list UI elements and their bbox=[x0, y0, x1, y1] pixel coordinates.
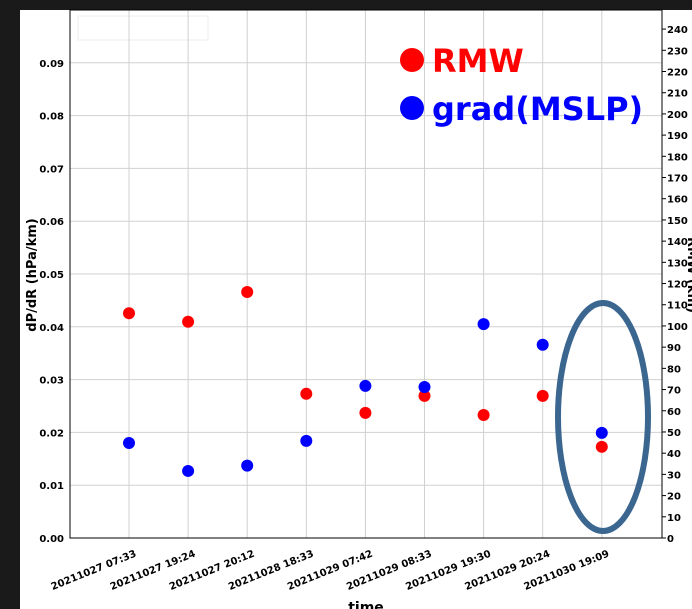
y2-tick-label: 210 bbox=[667, 89, 688, 100]
y2-tick-label: 80 bbox=[667, 364, 681, 375]
y2-tick-label: 190 bbox=[667, 131, 688, 142]
y-tick-label: 0.07 bbox=[39, 164, 64, 175]
point bbox=[182, 315, 195, 328]
legend-marker bbox=[400, 48, 424, 72]
y2-axis-label: RMW (km) bbox=[684, 237, 692, 313]
point bbox=[359, 406, 372, 419]
highlight-ellipse bbox=[555, 300, 651, 534]
x-axis-label: time bbox=[348, 600, 384, 609]
point bbox=[477, 318, 490, 331]
y2-tick-label: 220 bbox=[667, 67, 688, 78]
y2-tick-label: 160 bbox=[667, 195, 688, 206]
y2-tick-label: 230 bbox=[667, 46, 688, 57]
legend-frame bbox=[77, 15, 209, 41]
y2-tick-label: 120 bbox=[667, 280, 688, 291]
point bbox=[300, 434, 313, 447]
y2-tick-label: 20 bbox=[667, 492, 681, 503]
y2-tick-label: 150 bbox=[667, 216, 688, 227]
point bbox=[123, 307, 135, 320]
y2-tick-label: 10 bbox=[667, 513, 681, 524]
legend-marker bbox=[400, 96, 424, 120]
y2-tick-label: 60 bbox=[667, 407, 681, 418]
point bbox=[418, 380, 431, 393]
y-tick-label: 0.00 bbox=[39, 534, 64, 545]
y2-tick-label: 240 bbox=[667, 25, 688, 36]
point bbox=[123, 436, 135, 449]
y2-tick-label: 90 bbox=[667, 343, 681, 354]
y-tick-label: 0.05 bbox=[39, 270, 64, 281]
y-tick-label: 0.01 bbox=[39, 481, 64, 492]
point bbox=[477, 409, 490, 422]
y2-tick-label: 50 bbox=[667, 428, 681, 439]
y2-tick-label: 180 bbox=[667, 152, 688, 163]
y2-tick-label: 200 bbox=[667, 110, 688, 121]
y-tick-label: 0.04 bbox=[39, 323, 64, 334]
y2-tick-label: 100 bbox=[667, 322, 688, 333]
y2-tick-label: 70 bbox=[667, 386, 681, 397]
y2-tick-label: 170 bbox=[667, 174, 688, 185]
plot-frame bbox=[69, 9, 663, 539]
y-tick-label: 0.09 bbox=[39, 59, 64, 70]
y2-tick-label: 110 bbox=[667, 301, 688, 312]
point bbox=[536, 338, 549, 351]
y2-tick-label: 140 bbox=[667, 237, 688, 248]
y-tick-label: 0.02 bbox=[39, 428, 64, 439]
y2-tick-label: 40 bbox=[667, 449, 681, 460]
y2-tick-label: 30 bbox=[667, 470, 681, 481]
point bbox=[595, 426, 608, 439]
legend-label: grad(MSLP) bbox=[432, 90, 643, 128]
y-axis-label: dP/dR (hPa/km) bbox=[25, 218, 40, 331]
y-tick-label: 0.08 bbox=[39, 112, 64, 123]
point bbox=[300, 387, 313, 400]
point bbox=[536, 389, 549, 402]
point bbox=[241, 286, 254, 299]
point bbox=[418, 389, 431, 402]
point bbox=[182, 464, 195, 477]
y-tick-label: 0.06 bbox=[39, 217, 64, 228]
point bbox=[595, 440, 608, 453]
y2-tick-label: 130 bbox=[667, 258, 688, 269]
point bbox=[359, 379, 372, 392]
point bbox=[241, 459, 254, 472]
y-tick-label: 0.03 bbox=[39, 376, 64, 387]
legend-label: RMW bbox=[432, 42, 524, 80]
y2-tick-label: 0 bbox=[667, 534, 674, 545]
